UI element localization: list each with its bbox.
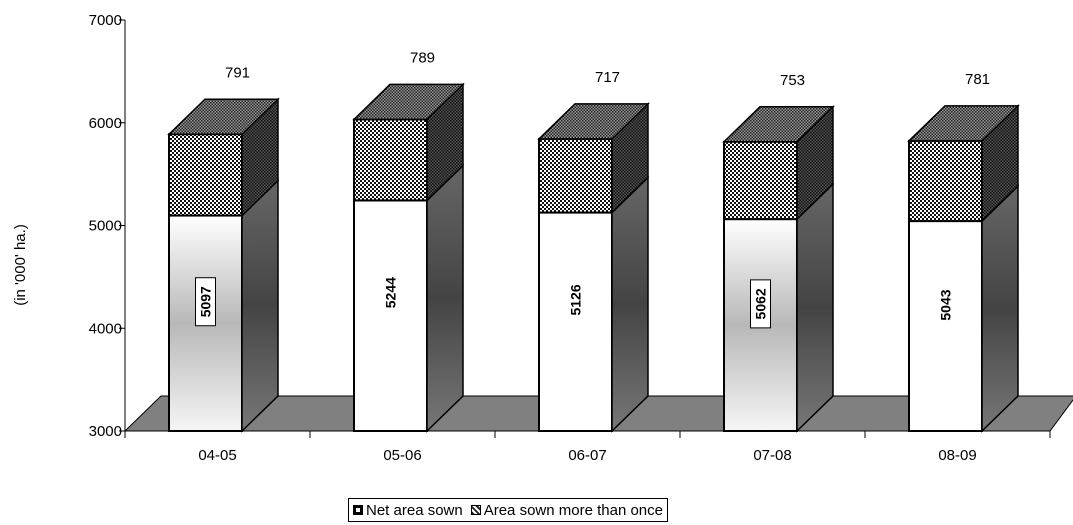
bar-more-top bbox=[907, 105, 1020, 142]
y-tick-label: 6000 bbox=[89, 115, 122, 132]
data-label-more: 789 bbox=[410, 49, 435, 66]
legend-entry-net: Net area sown bbox=[353, 502, 463, 519]
bar-chart: (in '000' ha.) 3000 4000 5000 6000 7000 04-0… bbox=[12, 12, 1073, 464]
x-tick-label: 08-09 bbox=[938, 447, 976, 464]
bar-group bbox=[167, 97, 280, 433]
bar-more-top bbox=[537, 103, 650, 140]
bar-group bbox=[352, 82, 465, 433]
bar-more-front bbox=[168, 133, 243, 217]
data-label-more: 753 bbox=[780, 72, 805, 89]
x-tick-label: 04-05 bbox=[198, 447, 236, 464]
bar-net-front bbox=[908, 220, 983, 432]
y-axis-title: (in '000' ha.) bbox=[12, 224, 29, 306]
data-label-more: 781 bbox=[965, 71, 990, 88]
bar-net-side bbox=[241, 178, 279, 433]
legend-entry-more: Area sown more than once bbox=[470, 501, 663, 519]
y-tick-label: 5000 bbox=[89, 218, 122, 235]
x-tick-label: 07-08 bbox=[753, 447, 791, 464]
bar-net-side bbox=[426, 163, 464, 433]
bar-more-front bbox=[538, 137, 613, 214]
y-tick-label: 3000 bbox=[89, 423, 122, 440]
data-label-net: 5126 bbox=[568, 284, 584, 315]
bar-net-front bbox=[538, 211, 613, 432]
data-label-more: 717 bbox=[595, 69, 620, 86]
bar-net-side bbox=[611, 175, 649, 433]
bar-more-front bbox=[723, 140, 798, 221]
data-label-net-box bbox=[195, 277, 216, 327]
legend-label-net: Net area sown bbox=[366, 501, 463, 519]
data-label-net: 5043 bbox=[938, 289, 954, 320]
bar-more-front bbox=[353, 118, 428, 202]
data-label-net-box bbox=[750, 279, 771, 329]
bar-group bbox=[722, 104, 835, 433]
bar-net-side bbox=[981, 184, 1019, 433]
data-label-net: 5244 bbox=[383, 277, 399, 308]
y-tick-label: 7000 bbox=[89, 12, 122, 29]
bar-net-front bbox=[353, 199, 428, 432]
bar-net-side bbox=[796, 182, 834, 433]
bar-more-front bbox=[908, 139, 983, 223]
legend-swatch-net bbox=[353, 505, 363, 515]
bar-more-top bbox=[167, 98, 280, 136]
legend-swatch-more bbox=[470, 505, 481, 515]
legend: Net area sown Area sown more than once bbox=[348, 498, 668, 522]
data-label-net: 5097 bbox=[198, 286, 214, 317]
data-label-net: 5062 bbox=[753, 288, 769, 319]
bar-more-top bbox=[352, 83, 465, 121]
data-label-more: 791 bbox=[225, 64, 250, 81]
legend-label-more: Area sown more than once bbox=[483, 501, 663, 519]
bar-more-top bbox=[722, 106, 835, 143]
y-tick-label: 4000 bbox=[89, 320, 122, 337]
bar-group bbox=[907, 104, 1020, 433]
x-tick-label: 05-06 bbox=[383, 447, 421, 464]
bar-group bbox=[537, 102, 650, 433]
x-tick-label: 06-07 bbox=[568, 447, 606, 464]
